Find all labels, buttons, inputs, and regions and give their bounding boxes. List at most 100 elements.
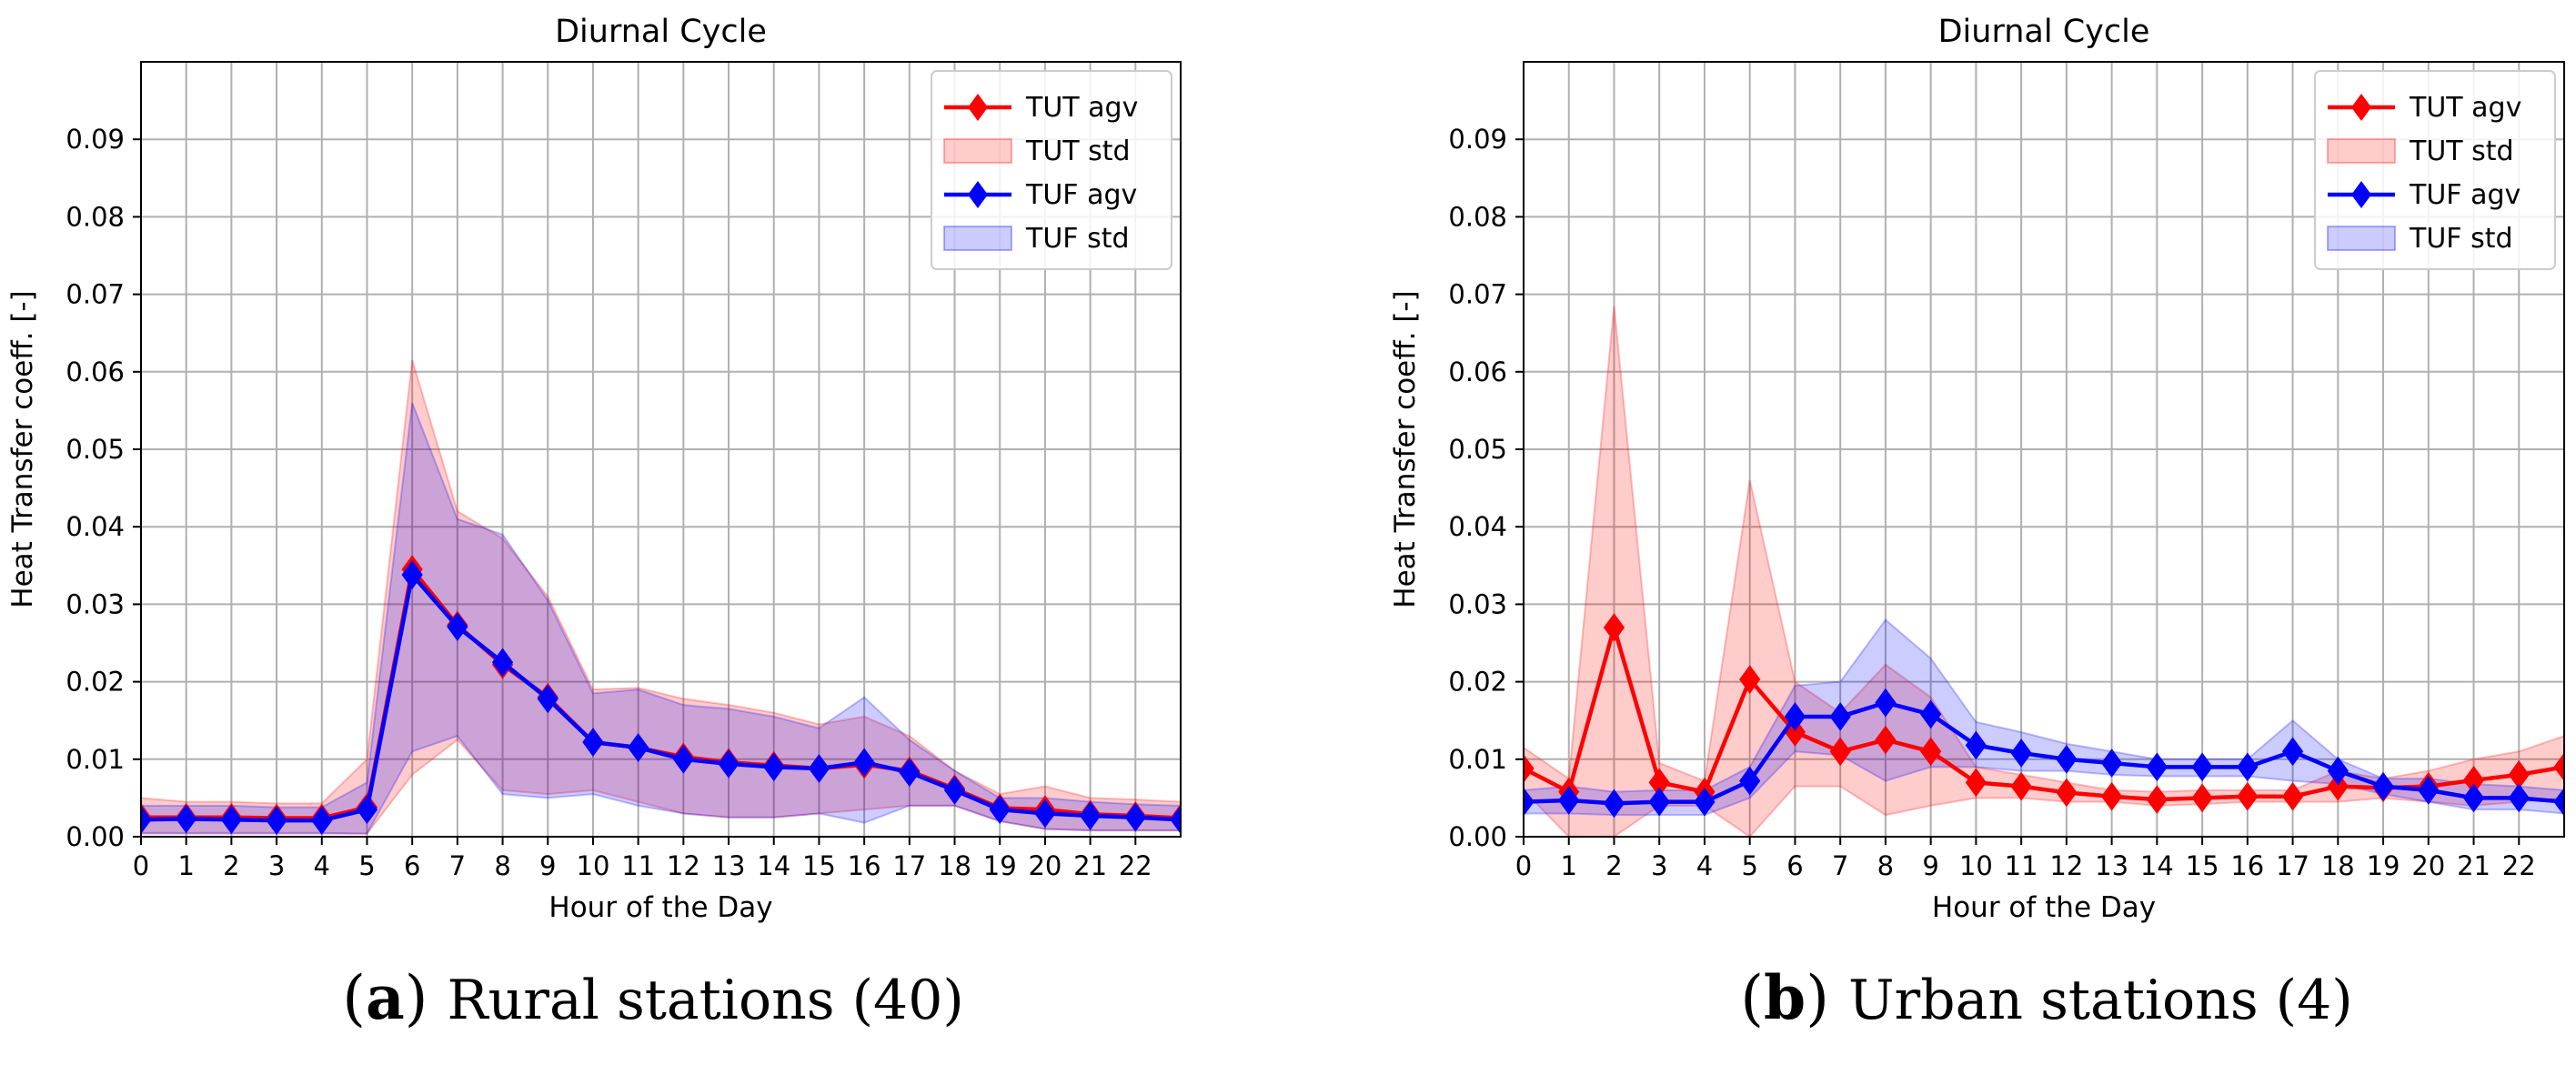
data-point xyxy=(1920,737,1942,767)
y-tick-label: 0.05 xyxy=(65,434,125,465)
x-tick-label: 6 xyxy=(404,850,420,881)
x-axis: 0 1 2 3 4 5 6 7 8 9 10 11 12 13 14 15 16 17 18 19 20 21 22 xyxy=(1515,837,2536,881)
data-point xyxy=(1829,702,1851,731)
legend: TUT agv TUT std TUF agv TUF std xyxy=(2314,70,2556,270)
y-tick-label: 0.09 xyxy=(65,124,125,155)
x-tick-label: 13 xyxy=(712,850,746,881)
legend-label: TUF std xyxy=(1025,223,1130,255)
figure-caption: (a) Rural stations (40) xyxy=(342,962,964,1033)
data-point xyxy=(943,776,966,805)
caption-letter: b xyxy=(1764,962,1806,1033)
y-tick-label: 0.09 xyxy=(1448,124,1507,155)
x-tick-label: 18 xyxy=(2321,850,2355,881)
y-tick-label: 0.05 xyxy=(1448,434,1507,465)
x-tick-label: 5 xyxy=(1741,850,1757,881)
x-tick-label: 4 xyxy=(1696,850,1713,881)
data-point xyxy=(1875,688,1897,718)
data-point xyxy=(2100,749,2123,778)
legend-band-swatch xyxy=(2327,226,2396,251)
y-tick-label: 0.02 xyxy=(1448,667,1507,698)
y-tick-label: 0.03 xyxy=(65,588,125,619)
x-tick-label: 16 xyxy=(848,850,881,881)
data-point xyxy=(141,805,152,835)
x-tick-label: 19 xyxy=(2367,850,2400,881)
data-point xyxy=(1829,737,1851,767)
data-point xyxy=(2508,783,2530,813)
y-tick-label: 0.07 xyxy=(1448,279,1507,310)
y-tick-label: 0.03 xyxy=(1448,588,1507,619)
data-point xyxy=(1034,799,1056,829)
data-point xyxy=(2281,781,2304,811)
y-tick-label: 0.00 xyxy=(65,821,125,852)
x-tick-label: 12 xyxy=(667,850,700,881)
band-tuf-std xyxy=(141,402,1181,835)
x-tick-label: 6 xyxy=(1786,850,1803,881)
x-tick-label: 9 xyxy=(1922,850,1938,881)
data-point xyxy=(1875,725,1897,755)
data-point xyxy=(1170,805,1181,835)
data-point xyxy=(2327,756,2349,786)
data-point xyxy=(220,805,243,835)
x-tick-label: 22 xyxy=(1119,850,1152,881)
x-tick-label: 11 xyxy=(2005,850,2038,881)
data-point xyxy=(447,612,468,641)
chart-title: Diurnal Cycle xyxy=(555,14,767,50)
x-tick-label: 1 xyxy=(1561,850,1577,881)
x-axis-title: Hour of the Day xyxy=(548,891,772,924)
data-point xyxy=(1920,699,1942,729)
caption-close-paren: ) xyxy=(405,963,448,1033)
data-point xyxy=(628,733,649,762)
data-point xyxy=(2237,752,2259,782)
x-tick-label: 14 xyxy=(757,850,790,881)
data-point xyxy=(491,648,514,678)
grid xyxy=(140,62,1181,838)
x-tick-label: 21 xyxy=(1073,850,1107,881)
x-tick-label: 0 xyxy=(133,850,149,881)
legend-box xyxy=(931,70,1172,270)
y-tick-label: 0.01 xyxy=(1448,744,1507,775)
x-axis: 0 1 2 3 4 5 6 7 8 9 10 11 12 13 14 15 16 17 18 19 20 21 22 xyxy=(133,837,1152,881)
data-point xyxy=(1784,702,1806,731)
legend-band-swatch xyxy=(943,226,1012,251)
x-tick-label: 14 xyxy=(2140,850,2174,881)
data-point xyxy=(1524,787,1535,817)
x-tick-label: 20 xyxy=(2411,850,2445,881)
data-point xyxy=(2553,787,2564,817)
x-tick-label: 1 xyxy=(177,850,194,881)
plot-area xyxy=(141,359,1181,835)
data-point xyxy=(1739,766,1761,796)
x-tick-label: 8 xyxy=(1877,850,1894,881)
legend-label: TUT std xyxy=(2409,136,2514,167)
data-point xyxy=(2146,752,2168,782)
band-tut-std xyxy=(1524,306,2564,837)
figure-caption: (b) Urban stations (4) xyxy=(1740,962,2352,1033)
x-tick-label: 16 xyxy=(2230,850,2264,881)
data-point xyxy=(1524,754,1535,783)
x-tick-label: 20 xyxy=(1028,850,1062,881)
x-tick-label: 2 xyxy=(223,850,239,881)
x-tick-label: 8 xyxy=(494,850,510,881)
y-axis: 0.00 0.01 0.02 0.03 0.04 0.05 0.06 0.07 0.08 0.09 xyxy=(65,124,141,852)
caption-text: Rural stations (40) xyxy=(447,969,963,1032)
data-point xyxy=(853,748,875,778)
x-tick-label: 10 xyxy=(1959,850,1993,881)
band-tut-std xyxy=(141,359,1181,835)
x-tick-label: 18 xyxy=(938,850,971,881)
legend-marker-swatch xyxy=(968,94,988,121)
y-tick-label: 0.02 xyxy=(65,667,125,698)
legend-marker-swatch xyxy=(2351,94,2371,121)
x-tick-label: 3 xyxy=(1651,850,1667,881)
data-point xyxy=(2056,744,2078,774)
x-tick-label: 4 xyxy=(314,850,330,881)
data-point xyxy=(1694,787,1716,817)
y-tick-label: 0.08 xyxy=(1448,201,1507,232)
chart-b: 0 1 2 3 4 5 6 7 8 9 10 11 12 13 14 15 16 17 18 19 20 21 220.00… xyxy=(1389,14,2565,1033)
y-axis-title: Heat Transfer coeff. [-] xyxy=(1389,290,1422,608)
data-point xyxy=(356,795,378,825)
data-point xyxy=(1648,787,1670,817)
x-tick-label: 17 xyxy=(2276,850,2309,881)
x-tick-label: 5 xyxy=(358,850,375,881)
data-point xyxy=(1603,613,1625,642)
data-point xyxy=(2462,783,2485,813)
data-point xyxy=(2553,752,2564,782)
